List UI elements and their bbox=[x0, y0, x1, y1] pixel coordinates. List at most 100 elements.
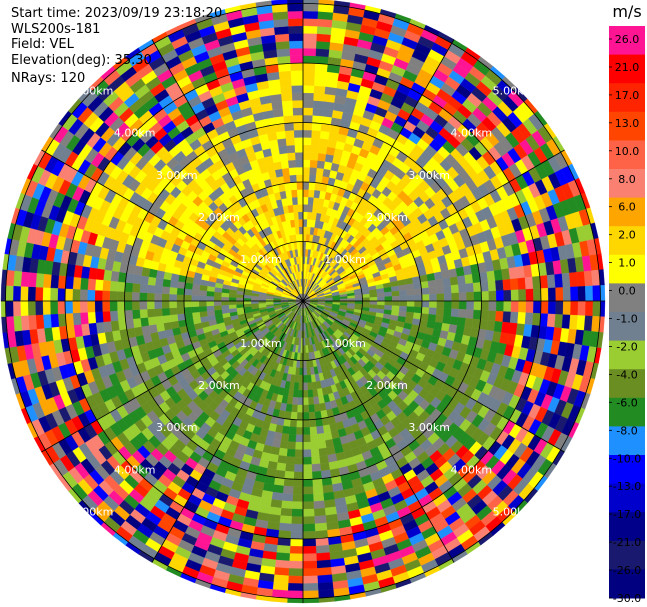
velocity-gate bbox=[80, 277, 89, 290]
velocity-gate bbox=[398, 289, 408, 297]
velocity-gate bbox=[377, 296, 385, 302]
velocity-gate bbox=[398, 305, 408, 313]
colorbar-swatch bbox=[609, 512, 645, 542]
velocity-gate bbox=[87, 311, 97, 324]
velocity-gate bbox=[302, 92, 315, 101]
velocity-gate bbox=[110, 270, 120, 282]
velocity-gate bbox=[314, 530, 329, 539]
velocity-gate bbox=[293, 129, 304, 138]
velocity-gate bbox=[312, 107, 324, 117]
velocity-gate bbox=[311, 130, 322, 139]
colorbar-swatch bbox=[609, 169, 645, 199]
velocity-gate bbox=[124, 291, 133, 302]
velocity-gate bbox=[290, 62, 304, 71]
velocity-gate bbox=[109, 290, 118, 302]
velocity-gate bbox=[384, 300, 393, 306]
velocity-gate bbox=[319, 462, 330, 472]
velocity-gate bbox=[154, 277, 164, 287]
velocity-gate bbox=[465, 309, 474, 320]
velocity-gate bbox=[577, 286, 586, 302]
velocity-gate bbox=[275, 40, 290, 50]
velocity-gate bbox=[421, 294, 430, 302]
velocity-gate bbox=[295, 152, 304, 161]
velocity-gate bbox=[170, 320, 180, 330]
velocity-gate bbox=[443, 300, 452, 309]
velocity-gate bbox=[80, 312, 89, 325]
velocity-gate bbox=[5, 285, 14, 302]
velocity-gate bbox=[302, 77, 315, 86]
velocity-gate bbox=[466, 291, 475, 302]
velocity-gate bbox=[139, 309, 148, 319]
velocity-gate bbox=[302, 367, 308, 376]
velocity-gate bbox=[518, 289, 527, 302]
velocity-gate bbox=[146, 284, 156, 294]
velocity-gate bbox=[146, 308, 156, 318]
velocity-gate bbox=[488, 300, 497, 312]
colorbar-swatch bbox=[609, 26, 645, 56]
velocity-gate bbox=[293, 122, 304, 131]
velocity-gate bbox=[291, 508, 304, 517]
velocity-gate bbox=[433, 271, 443, 281]
velocity-gate bbox=[288, 575, 304, 584]
velocity-gate bbox=[302, 196, 309, 205]
velocity-gate bbox=[287, 590, 304, 599]
velocity-gate bbox=[309, 419, 317, 428]
velocity-gate bbox=[316, 433, 326, 442]
velocity-gate bbox=[480, 310, 489, 321]
velocity-gate bbox=[481, 300, 490, 311]
velocity-gate bbox=[295, 233, 301, 242]
velocity-gate bbox=[319, 130, 330, 140]
velocity-gate bbox=[169, 314, 179, 323]
velocity-gate bbox=[436, 300, 445, 309]
velocity-gate bbox=[20, 271, 30, 287]
velocity-gate bbox=[279, 515, 292, 524]
velocity-gate bbox=[299, 241, 304, 250]
velocity-gate bbox=[555, 287, 564, 302]
velocity-gate bbox=[294, 144, 304, 153]
velocity-gate bbox=[42, 287, 51, 302]
velocity-gate bbox=[313, 85, 326, 95]
velocity-gate bbox=[294, 456, 304, 465]
velocity-gate bbox=[276, 48, 291, 58]
velocity-gate bbox=[442, 277, 452, 287]
velocity-gate bbox=[302, 33, 318, 42]
velocity-gate bbox=[421, 307, 430, 315]
velocity-gate bbox=[94, 279, 104, 291]
velocity-gate bbox=[314, 522, 328, 532]
ring-label: 1.00km bbox=[324, 337, 366, 350]
velocity-gate bbox=[57, 287, 66, 302]
velocity-gate bbox=[316, 567, 332, 576]
velocity-gate bbox=[313, 403, 321, 413]
velocity-gate bbox=[283, 115, 294, 124]
velocity-gate bbox=[316, 160, 326, 169]
colorbar-swatch bbox=[609, 312, 645, 342]
velocity-gate bbox=[319, 138, 329, 147]
velocity-gate bbox=[391, 300, 400, 307]
colorbar-swatch bbox=[609, 369, 645, 399]
velocity-gate bbox=[547, 287, 557, 302]
velocity-gate bbox=[110, 320, 120, 332]
velocity-gate bbox=[87, 300, 96, 313]
velocity-gate bbox=[295, 159, 304, 168]
velocity-gate bbox=[103, 321, 113, 333]
velocity-gate bbox=[322, 108, 334, 118]
velocity-gate bbox=[277, 63, 292, 72]
velocity-gate bbox=[302, 204, 309, 213]
velocity-gate bbox=[288, 426, 297, 435]
velocity-gate bbox=[284, 463, 295, 472]
ring-label: 1.00km bbox=[324, 253, 366, 266]
velocity-gate bbox=[540, 300, 549, 315]
velocity-gate bbox=[176, 294, 185, 302]
velocity-gate bbox=[250, 300, 259, 304]
velocity-gate bbox=[414, 300, 423, 308]
velocity-gate bbox=[577, 300, 586, 316]
velocity-gate bbox=[316, 26, 332, 35]
velocity-gate bbox=[302, 107, 314, 116]
colorbar-swatches bbox=[609, 26, 645, 599]
velocity-gate bbox=[28, 272, 37, 288]
velocity-gate bbox=[436, 293, 445, 302]
velocity-gate bbox=[592, 300, 601, 317]
velocity-gate bbox=[493, 321, 503, 333]
colorbar-swatch bbox=[609, 197, 645, 227]
velocity-gate bbox=[302, 114, 313, 123]
